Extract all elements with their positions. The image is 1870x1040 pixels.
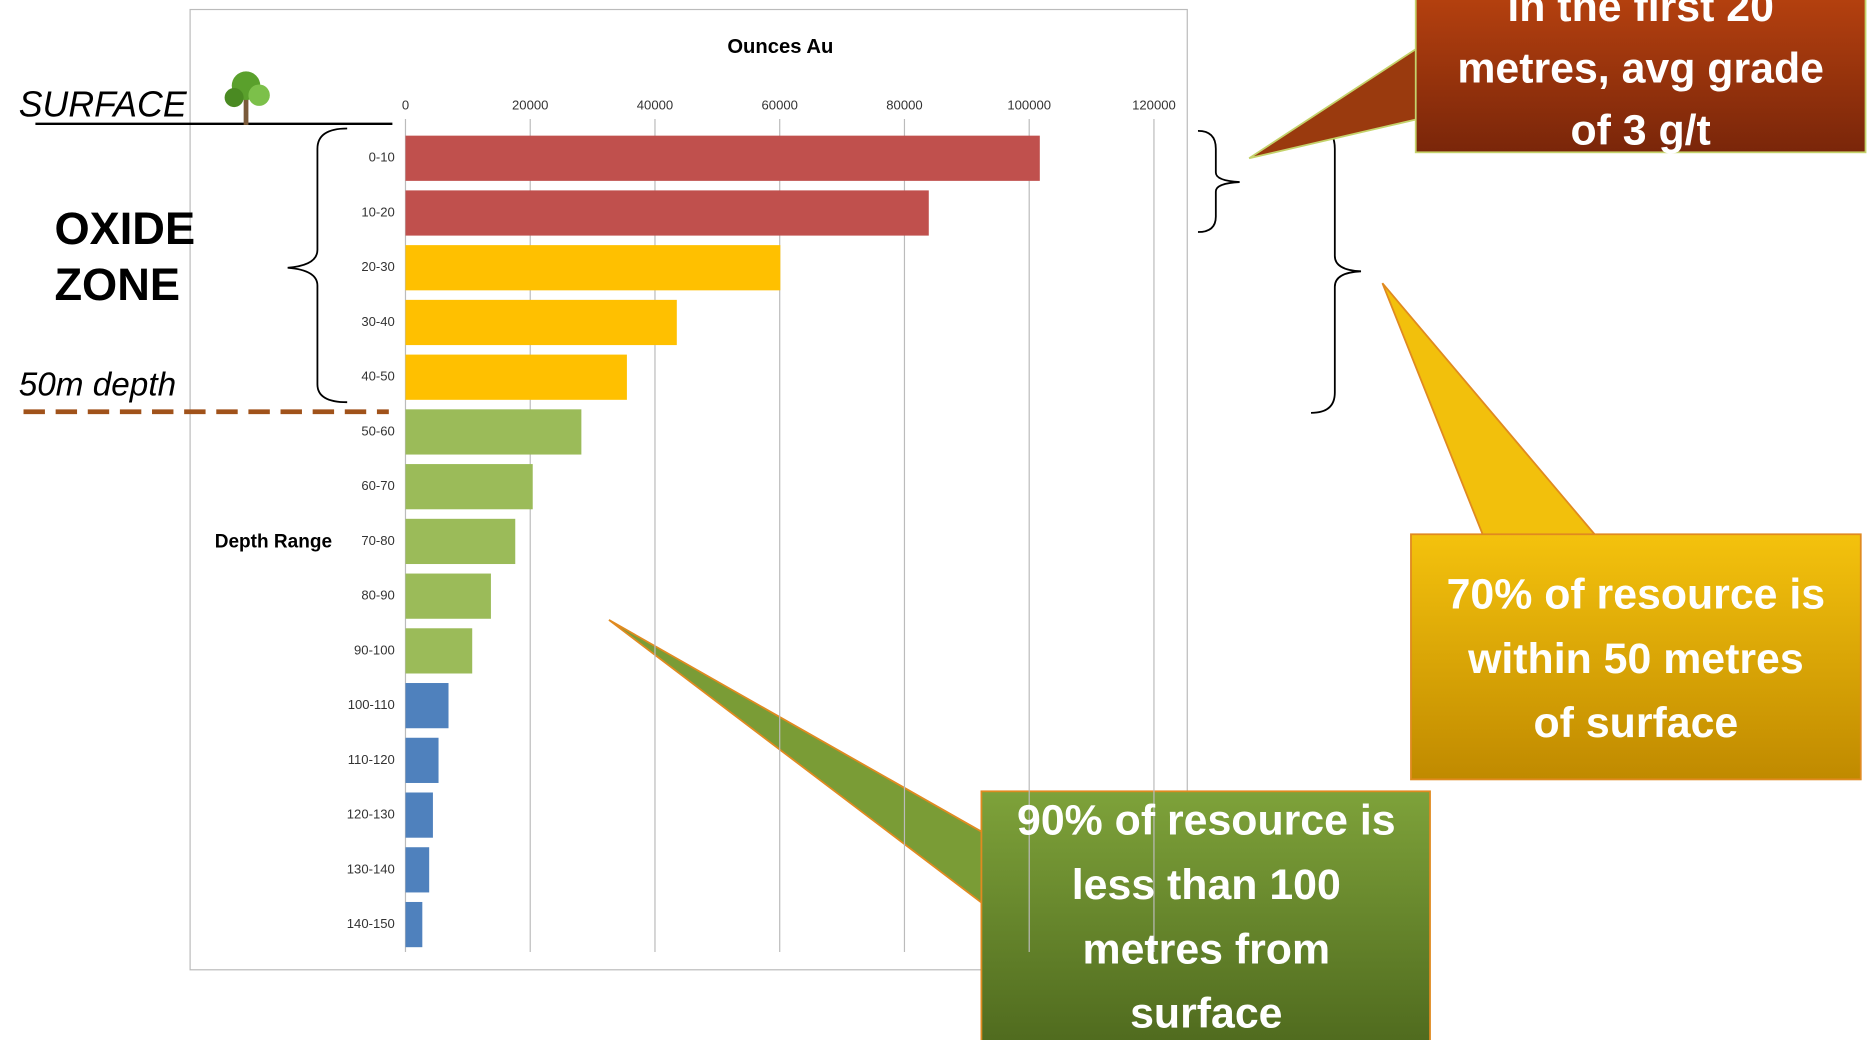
bar [405,409,582,455]
y-tick-label: 20-30 [361,259,394,274]
brace-20m [1197,130,1240,233]
bar [405,737,439,783]
tree-icon [224,71,270,125]
zone-label: ZONE [54,259,180,310]
bar [405,792,433,838]
y-tick-label: 60-70 [361,478,394,493]
x-tick-label: 60000 [762,97,798,112]
callout-text: metres, avg grade [1457,45,1824,93]
bar [405,628,473,674]
surface-label: SURFACE [19,85,188,125]
bar [405,245,781,291]
bar [405,299,677,346]
y-tick-label: 130-140 [347,861,395,876]
callout-text: 90% of resource is [1017,797,1396,845]
callout-text: metres from [1083,925,1331,973]
bar [405,683,449,729]
y-tick-label: 120-130 [347,807,395,822]
y-tick-label: 140-150 [347,916,395,931]
callout-text: 70% of resource is [1447,571,1826,619]
y-tick-label: 40-50 [361,369,394,384]
y-tick-label: 90-100 [354,642,395,657]
bar [405,901,423,948]
brace-50m [1311,124,1362,414]
bar [405,518,516,565]
callout-text: of surface [1534,699,1739,747]
callout-text: in the first 20 [1507,0,1774,31]
y-tick-label: 50-60 [361,423,394,438]
depth-label: 50m depth [19,367,176,404]
bar [405,354,627,400]
x-tick-label: 120000 [1132,97,1176,112]
y-tick-label: 110-120 [348,752,395,767]
x-tick-label: 80000 [886,97,922,112]
x-tick-label: 40000 [637,97,673,112]
y-tick-label: 30-40 [361,314,394,329]
y-axis-label: Depth Range [215,532,332,553]
oxide-brace [287,127,348,404]
y-tick-label: 0-10 [369,150,395,165]
bar [405,190,929,236]
callout-2 [1381,282,1862,781]
zone-label: OXIDE [54,203,195,254]
y-tick-label: 10-20 [361,204,394,219]
x-tick-label: 20000 [512,97,548,112]
callout-text: of 3 g/t [1570,107,1710,155]
y-tick-label: 70-80 [361,533,394,548]
bar [405,573,491,619]
bar [405,135,1040,181]
callout-1 [1248,0,1867,160]
x-tick-label: 100000 [1007,97,1051,112]
y-tick-label: 100-110 [348,697,395,712]
bar [405,464,533,510]
callout-text: less than 100 [1072,861,1341,909]
chart-title: Ounces Au [727,36,833,58]
callout-text: surface [1130,990,1282,1038]
x-tick-label: 0 [402,97,409,112]
y-tick-label: 80-90 [361,588,394,603]
callout-3 [608,619,1431,1040]
callout-text: within 50 metres [1467,635,1804,683]
bar [405,847,430,893]
